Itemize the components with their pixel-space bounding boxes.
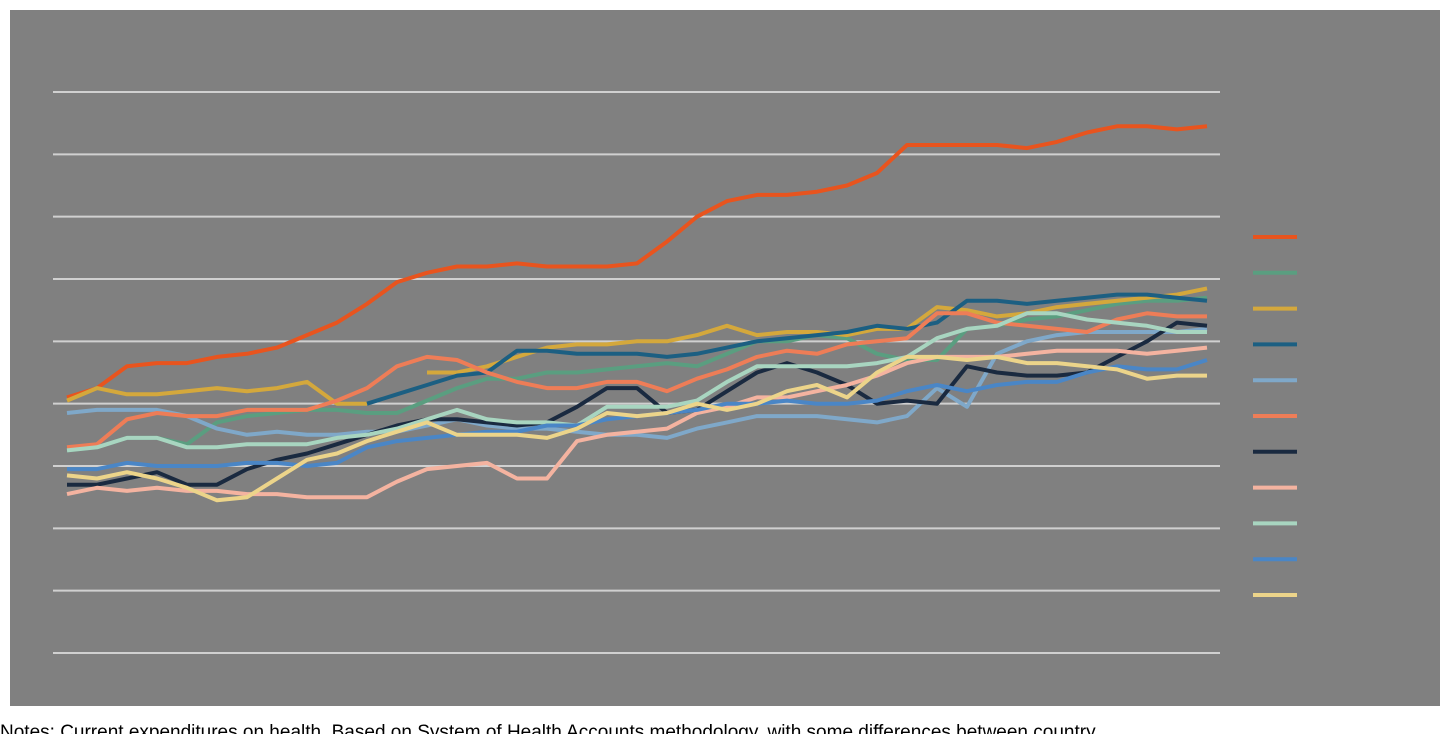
plot-area: [66, 124, 1208, 503]
series-line: [66, 286, 1208, 406]
series-line: [67, 320, 1208, 487]
legend: [1253, 235, 1297, 597]
series-line: [366, 292, 1208, 406]
series-line: [66, 345, 1208, 500]
series-line: [66, 311, 1207, 450]
series-line: [66, 311, 1207, 453]
series-line: [66, 354, 1207, 503]
series-line: [66, 124, 1208, 400]
notes: Notes: Current expenditures on health. B…: [0, 722, 1096, 734]
series-line: [66, 295, 1208, 453]
series-line: [66, 326, 1208, 440]
